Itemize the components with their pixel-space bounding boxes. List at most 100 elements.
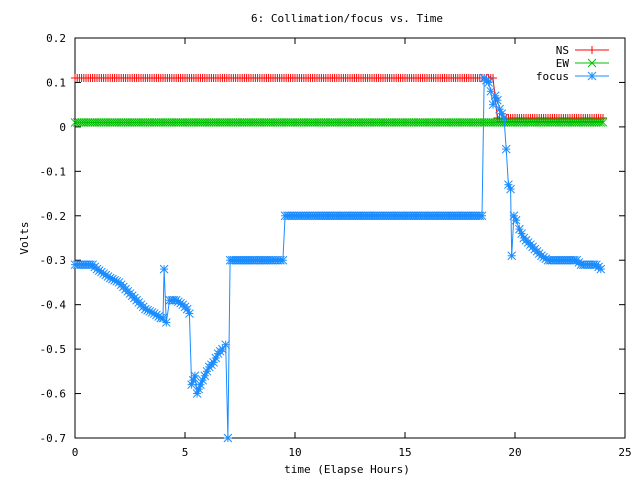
point-marker — [207, 118, 216, 127]
y-ticks: -0.7 -0.6 -0.5 -0.4 -0.3 -0.2 -0.1 0 0.1 0.2 — [40, 32, 625, 445]
point-marker — [277, 118, 287, 127]
point-marker — [574, 118, 584, 127]
point-marker — [226, 118, 236, 127]
point-marker — [484, 118, 493, 127]
point-marker — [163, 118, 172, 127]
point-marker — [341, 118, 350, 127]
point-marker — [303, 118, 313, 127]
point-marker — [222, 118, 232, 127]
x-tick-label: 25 — [618, 446, 631, 459]
legend-label: EW — [556, 57, 570, 70]
point-marker — [389, 118, 399, 127]
point-marker — [257, 118, 267, 127]
point-marker — [295, 118, 304, 127]
point-marker — [433, 118, 443, 127]
point-marker — [563, 118, 573, 127]
x-tick-label: 5 — [182, 446, 189, 459]
point-marker — [380, 118, 390, 127]
point-marker — [193, 118, 203, 127]
point-marker — [409, 118, 419, 127]
point-marker — [103, 272, 113, 281]
point-marker — [220, 118, 229, 127]
series-ns — [71, 74, 607, 122]
y-tick-label: -0.4 — [40, 299, 67, 312]
point-marker — [94, 118, 104, 127]
point-marker — [398, 118, 408, 127]
point-marker — [462, 118, 471, 127]
point-marker — [319, 118, 328, 127]
point-marker — [376, 118, 386, 127]
point-marker — [552, 118, 562, 127]
point-marker — [180, 118, 190, 127]
point-marker — [202, 118, 212, 127]
point-marker — [101, 118, 111, 127]
point-marker — [169, 118, 179, 127]
point-marker — [189, 118, 199, 127]
point-marker — [479, 118, 489, 127]
point-marker — [251, 118, 260, 127]
point-marker — [471, 118, 480, 127]
point-marker — [402, 118, 412, 127]
point-marker — [160, 118, 170, 127]
point-marker — [213, 118, 223, 127]
point-marker — [264, 118, 273, 127]
point-marker — [141, 118, 150, 127]
y-tick-label: -0.6 — [40, 388, 67, 401]
point-marker — [233, 118, 243, 127]
point-marker — [405, 118, 414, 127]
point-marker — [116, 118, 126, 127]
point-marker — [158, 118, 168, 127]
point-marker — [101, 270, 111, 280]
point-marker — [235, 118, 245, 127]
point-marker — [501, 144, 511, 154]
point-marker — [174, 118, 183, 127]
point-marker — [268, 118, 278, 127]
point-marker — [176, 118, 185, 127]
point-marker — [92, 264, 102, 274]
point-marker — [457, 118, 467, 127]
point-marker — [270, 118, 280, 127]
point-marker — [511, 215, 521, 225]
point-marker — [97, 267, 106, 277]
point-marker — [244, 118, 254, 127]
point-marker — [171, 295, 181, 305]
point-marker — [363, 118, 372, 127]
point-marker — [508, 118, 518, 127]
point-marker — [187, 380, 196, 390]
point-marker — [248, 118, 258, 127]
point-marker — [125, 118, 135, 127]
point-marker — [79, 118, 89, 127]
point-marker — [541, 254, 551, 264]
point-marker — [240, 118, 249, 127]
point-marker — [149, 118, 159, 127]
y-tick-label: -0.3 — [40, 254, 67, 267]
point-marker — [596, 118, 606, 127]
point-marker — [171, 118, 181, 127]
point-marker — [343, 118, 353, 127]
point-marker — [314, 118, 324, 127]
point-marker — [504, 118, 513, 127]
point-marker — [567, 118, 577, 127]
point-marker — [310, 118, 320, 127]
y-tick-label: -0.2 — [40, 210, 67, 223]
point-marker — [147, 118, 157, 127]
point-marker — [231, 118, 240, 127]
point-marker — [490, 91, 500, 101]
point-marker — [266, 118, 276, 127]
point-marker — [455, 118, 465, 127]
point-marker — [192, 389, 202, 398]
y-tick-label: -0.5 — [40, 343, 67, 356]
point-marker — [385, 118, 394, 127]
point-marker — [194, 384, 204, 394]
point-marker — [281, 118, 291, 127]
point-marker — [246, 118, 256, 127]
point-marker — [132, 118, 141, 127]
x-axis-label: time (Elapse Hours) — [284, 463, 410, 476]
y-axis-label: Volts — [18, 221, 31, 254]
point-marker — [321, 118, 331, 127]
point-marker — [121, 118, 130, 127]
point-marker — [198, 118, 207, 127]
point-marker — [572, 118, 581, 127]
point-marker — [182, 304, 192, 314]
point-marker — [224, 118, 234, 127]
